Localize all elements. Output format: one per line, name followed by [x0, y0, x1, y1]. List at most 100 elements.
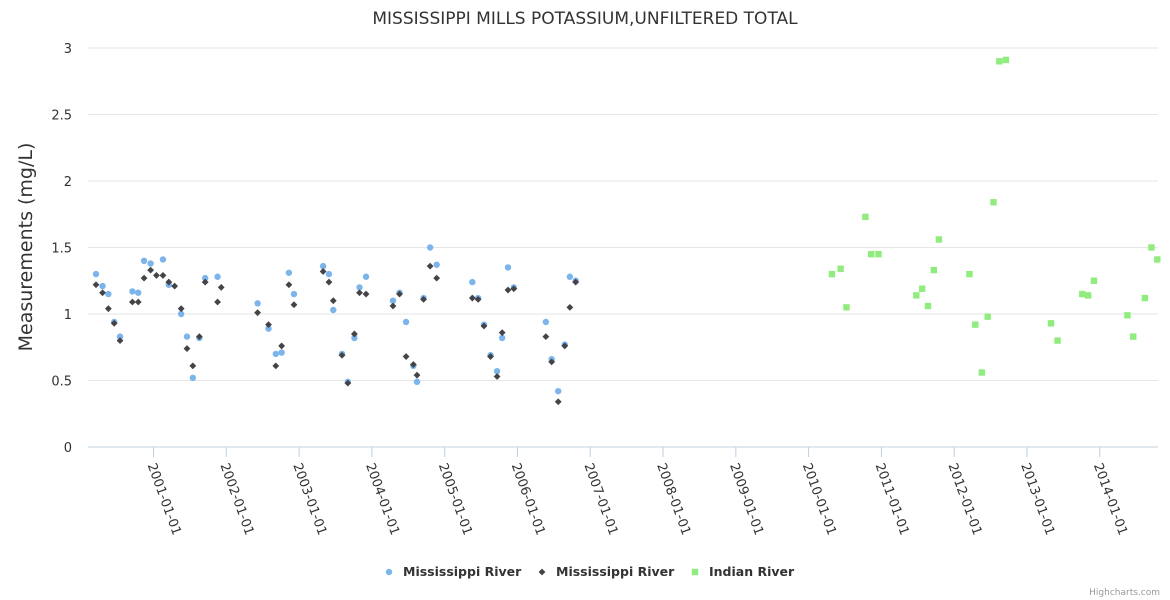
data-point-circle[interactable]	[214, 273, 221, 280]
legend-item[interactable]: Indian River	[691, 564, 795, 579]
data-point-square[interactable]	[837, 265, 844, 272]
data-point-diamond[interactable]	[493, 373, 501, 380]
data-point-circle[interactable]	[254, 300, 261, 307]
data-point-diamond[interactable]	[548, 358, 556, 366]
data-point-circle[interactable]	[566, 273, 574, 280]
data-point-diamond[interactable]	[153, 272, 160, 279]
data-point-square[interactable]	[843, 304, 850, 311]
data-point-diamond[interactable]	[183, 345, 191, 352]
data-point-circle[interactable]	[330, 306, 337, 314]
data-point-diamond[interactable]	[344, 379, 352, 387]
data-point-square[interactable]	[1090, 277, 1098, 284]
data-point-diamond[interactable]	[92, 281, 100, 289]
data-point-circle[interactable]	[493, 367, 501, 375]
data-point-diamond[interactable]	[542, 333, 550, 341]
data-point-diamond[interactable]	[389, 302, 397, 310]
data-point-square[interactable]	[972, 321, 979, 328]
data-point-diamond[interactable]	[272, 362, 280, 370]
data-point-diamond[interactable]	[110, 319, 118, 327]
data-point-diamond[interactable]	[413, 371, 421, 379]
legend-marker-diamond[interactable]	[538, 568, 546, 576]
data-point-circle[interactable]	[362, 273, 370, 280]
data-point-circle[interactable]	[265, 325, 272, 332]
data-point-circle[interactable]	[140, 257, 148, 264]
data-point-diamond[interactable]	[329, 297, 337, 305]
data-point-circle[interactable]	[147, 260, 154, 267]
data-point-diamond[interactable]	[554, 398, 562, 406]
data-point-diamond[interactable]	[171, 282, 179, 290]
data-point-diamond[interactable]	[561, 342, 569, 350]
data-point-square[interactable]	[924, 302, 932, 310]
data-point-diamond[interactable]	[510, 285, 518, 293]
data-point-diamond[interactable]	[290, 301, 298, 309]
legend-item[interactable]: Mississippi River	[385, 564, 522, 579]
data-point-diamond[interactable]	[566, 303, 574, 311]
data-point-diamond[interactable]	[420, 295, 427, 303]
data-point-square[interactable]	[1154, 256, 1161, 263]
data-point-circle[interactable]	[555, 387, 562, 395]
data-point-diamond[interactable]	[362, 290, 370, 298]
data-point-square[interactable]	[1079, 290, 1086, 298]
data-point-circle[interactable]	[498, 334, 506, 342]
data-point-diamond[interactable]	[474, 295, 482, 303]
data-point-circle[interactable]	[325, 270, 333, 278]
data-point-square[interactable]	[930, 266, 938, 274]
data-point-diamond[interactable]	[104, 305, 112, 313]
data-point-circle[interactable]	[285, 269, 293, 276]
data-point-circle[interactable]	[201, 274, 209, 282]
data-point-diamond[interactable]	[214, 298, 221, 306]
data-point-circle[interactable]	[319, 262, 327, 270]
legend-item[interactable]: Mississippi River	[538, 564, 676, 579]
data-point-square[interactable]	[1148, 244, 1155, 251]
data-point-diamond[interactable]	[468, 294, 476, 302]
credits-link[interactable]: Highcharts.com	[1089, 588, 1160, 598]
data-point-square[interactable]	[978, 369, 986, 376]
legend-marker-square[interactable]	[691, 568, 699, 576]
data-point-diamond[interactable]	[356, 289, 363, 297]
data-point-diamond[interactable]	[426, 262, 434, 270]
data-point-diamond[interactable]	[265, 321, 272, 329]
data-point-square[interactable]	[935, 236, 943, 243]
data-point-square[interactable]	[984, 313, 991, 320]
data-point-square[interactable]	[913, 292, 920, 299]
data-point-circle[interactable]	[99, 282, 106, 290]
data-point-circle[interactable]	[183, 333, 191, 340]
data-point-square[interactable]	[966, 270, 973, 278]
data-point-circle[interactable]	[356, 284, 363, 291]
data-point-diamond[interactable]	[504, 286, 512, 294]
data-point-diamond[interactable]	[409, 361, 417, 368]
data-point-circle[interactable]	[542, 318, 550, 326]
data-point-square[interactable]	[1084, 292, 1092, 299]
data-point-diamond[interactable]	[134, 298, 142, 306]
data-point-diamond[interactable]	[129, 298, 136, 306]
data-point-square[interactable]	[1130, 333, 1137, 340]
data-point-circle[interactable]	[426, 244, 434, 251]
data-point-circle[interactable]	[105, 290, 112, 298]
data-point-square[interactable]	[990, 199, 997, 206]
data-point-diamond[interactable]	[402, 353, 410, 360]
data-point-diamond[interactable]	[338, 351, 346, 359]
data-point-square[interactable]	[1047, 320, 1055, 327]
legend-marker-circle[interactable]	[385, 568, 393, 576]
data-point-diamond[interactable]	[189, 362, 197, 370]
data-point-circle[interactable]	[135, 289, 142, 296]
data-point-diamond[interactable]	[433, 274, 441, 282]
data-point-diamond[interactable]	[325, 278, 333, 286]
data-point-square[interactable]	[996, 58, 1003, 65]
data-point-diamond[interactable]	[195, 333, 203, 341]
data-point-diamond[interactable]	[159, 272, 167, 279]
data-point-circle[interactable]	[116, 333, 124, 340]
data-point-diamond[interactable]	[498, 329, 506, 337]
data-point-circle[interactable]	[413, 378, 421, 386]
data-point-diamond[interactable]	[177, 305, 185, 313]
data-point-circle[interactable]	[129, 288, 136, 295]
data-point-diamond[interactable]	[396, 290, 403, 298]
data-point-circle[interactable]	[189, 374, 197, 382]
data-point-square[interactable]	[828, 270, 836, 278]
data-point-circle[interactable]	[290, 290, 298, 298]
data-point-diamond[interactable]	[487, 353, 494, 360]
data-point-circle[interactable]	[278, 349, 285, 356]
data-point-circle[interactable]	[177, 310, 185, 318]
data-point-diamond[interactable]	[319, 268, 327, 275]
data-point-diamond[interactable]	[165, 278, 173, 286]
